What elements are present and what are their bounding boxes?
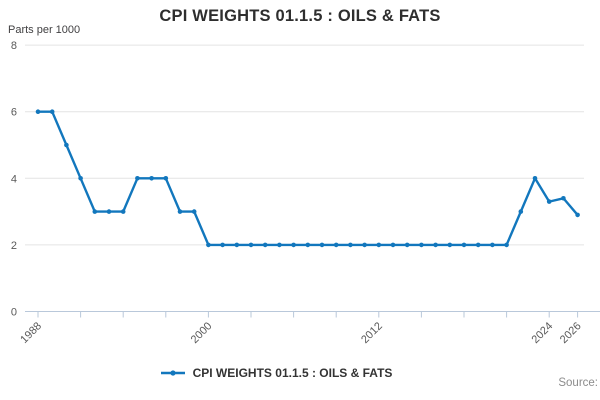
data-point-marker xyxy=(177,209,183,214)
data-point-marker xyxy=(532,176,538,181)
data-point-marker xyxy=(319,242,325,248)
source-note: Source: xyxy=(558,377,598,389)
y-tick-label: 2 xyxy=(11,240,17,252)
data-point-marker xyxy=(149,176,154,181)
data-point-marker xyxy=(106,209,112,214)
data-point-marker xyxy=(92,209,98,214)
data-point-marker xyxy=(461,242,467,248)
data-point-marker xyxy=(206,242,211,248)
plot-svg: 0 2 4 6 8 1988 2000 2012 2024 2026 xyxy=(11,40,600,346)
data-point-marker xyxy=(191,209,197,214)
data-point-marker xyxy=(362,242,367,248)
data-point-marker xyxy=(49,109,55,114)
y-tick-label: 4 xyxy=(11,173,17,185)
data-point-marker xyxy=(575,212,580,218)
x-tick-label: 1988 xyxy=(18,320,44,346)
y-tick-label: 6 xyxy=(11,107,17,119)
data-point-marker xyxy=(35,109,41,114)
y-tick-label: 0 xyxy=(11,307,17,319)
data-point-marker xyxy=(490,242,495,248)
data-point-marker xyxy=(433,242,438,248)
chart-title: CPI WEIGHTS 01.1.5 : OILS & FATS xyxy=(159,7,441,25)
data-point-marker xyxy=(305,242,311,248)
data-point-marker xyxy=(78,176,83,181)
legend-item[interactable]: CPI WEIGHTS 01.1.5 : OILS & FATS xyxy=(0,366,552,380)
data-point-marker xyxy=(333,242,339,248)
x-tick-label: 2024 xyxy=(530,320,556,346)
data-point-marker xyxy=(561,195,566,201)
data-point-marker xyxy=(546,199,552,204)
data-point-marker xyxy=(64,142,69,148)
data-point-marker xyxy=(518,209,524,214)
data-point-marker xyxy=(376,242,382,248)
data-point-marker xyxy=(475,242,481,248)
data-point-marker xyxy=(390,242,396,248)
data-point-marker xyxy=(262,242,268,248)
y-axis-unit-label: Parts per 1000 xyxy=(8,24,81,36)
y-tick-label: 8 xyxy=(11,40,17,52)
data-point-marker xyxy=(348,242,353,248)
legend-line-icon xyxy=(160,370,185,376)
data-point-marker xyxy=(135,176,140,181)
data-point-marker xyxy=(248,242,254,248)
data-point-marker xyxy=(277,242,282,248)
data-point-marker xyxy=(447,242,453,248)
data-point-marker xyxy=(220,242,225,248)
x-tick-label: 2000 xyxy=(189,320,215,346)
data-point-marker xyxy=(234,242,240,248)
data-point-marker xyxy=(419,242,424,248)
data-point-marker xyxy=(291,242,296,248)
data-point-marker xyxy=(120,209,126,214)
data-point-marker xyxy=(404,242,410,248)
data-point-marker xyxy=(504,242,509,248)
data-point-marker xyxy=(163,176,169,181)
x-tick-label: 2012 xyxy=(359,320,385,346)
x-tick-label: 2026 xyxy=(558,320,584,346)
legend-label: CPI WEIGHTS 01.1.5 : OILS & FATS xyxy=(192,366,393,380)
